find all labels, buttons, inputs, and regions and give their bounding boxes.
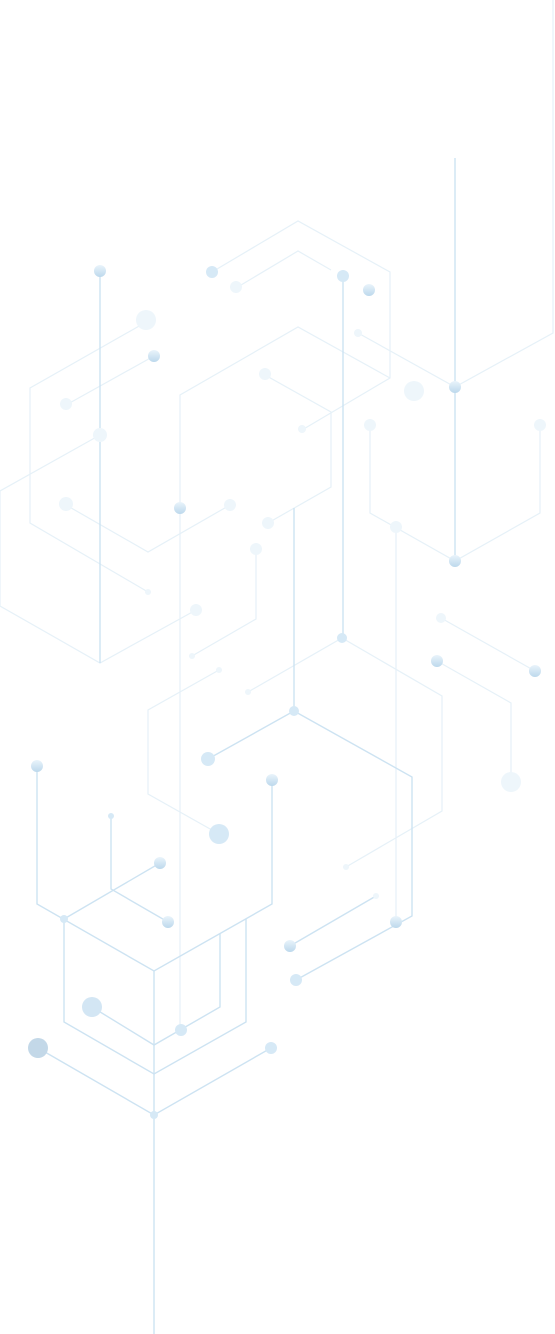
faint-connector-lines bbox=[0, 0, 554, 1030]
primary-connector-lines bbox=[36, 158, 456, 1334]
mid-nodes bbox=[60, 266, 349, 1119]
faint-nodes bbox=[59, 281, 546, 899]
gradient-nodes bbox=[31, 265, 541, 952]
dark-nodes bbox=[28, 997, 102, 1058]
